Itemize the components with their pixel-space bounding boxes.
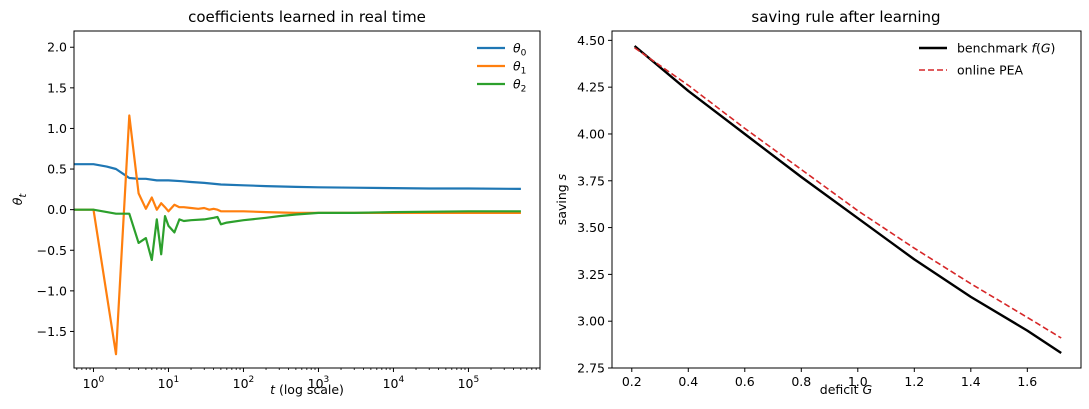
y-ticks-left: −1.5 −1.0 −0.5 0.0 0.5 1.0 1.5 2.0 <box>37 40 74 339</box>
x-tick-label: 1.2 <box>904 374 924 389</box>
y-tick-label: 2.75 <box>577 361 605 376</box>
x-ticks-right: 0.2 0.4 0.6 0.8 1.0 1.2 1.4 1.6 <box>622 368 1037 389</box>
y-tick-label: 4.50 <box>577 33 605 48</box>
y-tick-label: 3.00 <box>577 314 605 329</box>
x-tick-label: 104 <box>383 375 405 391</box>
y-tick-label: 3.50 <box>577 220 605 235</box>
x-tick-label: 102 <box>233 375 255 391</box>
chart-saving-rule: saving rule after learning 0.2 0.4 0.6 0.8 1… <box>554 8 1082 397</box>
chart-coefficients: coefficients learned in real time 100 101… <box>10 8 541 397</box>
plot-frame-right <box>611 30 1082 369</box>
legend-label-online-pea: online PEA <box>957 63 1024 78</box>
x-tick-label: 0.6 <box>735 374 755 389</box>
x-tick-label: 101 <box>158 375 180 391</box>
legend-label-theta1: θ1 <box>513 59 526 77</box>
series-line-benchmark <box>633 45 1062 355</box>
y-ticks-right: 2.75 3.00 3.25 3.50 3.75 4.00 4.25 4.50 <box>577 33 612 376</box>
y-tick-label: −0.5 <box>37 243 67 258</box>
y-tick-label: −1.0 <box>37 283 67 298</box>
legend-label-theta2: θ2 <box>513 77 526 95</box>
y-tick-label: 2.0 <box>47 40 67 55</box>
y-tick-label: 0.0 <box>47 202 67 217</box>
series-line-online-pea <box>634 47 1062 339</box>
x-axis-label-left: t (log scale) <box>270 382 344 397</box>
x-tick-label: 1.4 <box>961 374 981 389</box>
y-tick-label: 4.00 <box>577 126 605 141</box>
x-tick-label: 0.8 <box>791 374 811 389</box>
legend-right: benchmark f(G) online PEA <box>919 41 1055 78</box>
chart-title-left: coefficients learned in real time <box>188 8 426 26</box>
x-tick-label: 1.6 <box>1017 374 1037 389</box>
x-tick-label: 105 <box>458 375 480 391</box>
y-tick-label: 1.5 <box>47 80 67 95</box>
y-tick-label: 4.25 <box>577 80 605 95</box>
series-line-theta2 <box>74 208 521 262</box>
x-tick-label: 1.0 <box>848 374 868 389</box>
series-layer-left <box>74 114 521 356</box>
y-axis-label-right: saving s <box>554 173 569 225</box>
series-line-theta1 <box>74 114 521 356</box>
y-tick-label: −1.5 <box>37 324 67 339</box>
x-tick-label: 0.2 <box>622 374 642 389</box>
y-tick-label: 3.75 <box>577 173 605 188</box>
legend-label-benchmark: benchmark f(G) <box>957 41 1055 56</box>
y-tick-label: 1.0 <box>47 121 67 136</box>
x-axis-label-right: deficit G <box>820 382 873 397</box>
y-axis-label-left: θt <box>10 193 29 206</box>
y-tick-label: 0.5 <box>47 162 67 177</box>
x-tick-label: 0.4 <box>678 374 698 389</box>
series-layer-right <box>633 45 1062 355</box>
series-line-theta0 <box>74 163 521 190</box>
y-tick-label: 3.25 <box>577 267 605 282</box>
chart-title-right: saving rule after learning <box>751 8 940 26</box>
x-tick-label: 100 <box>83 375 105 391</box>
plot-frame-left <box>73 30 541 369</box>
legend-label-theta0: θ0 <box>513 41 527 59</box>
